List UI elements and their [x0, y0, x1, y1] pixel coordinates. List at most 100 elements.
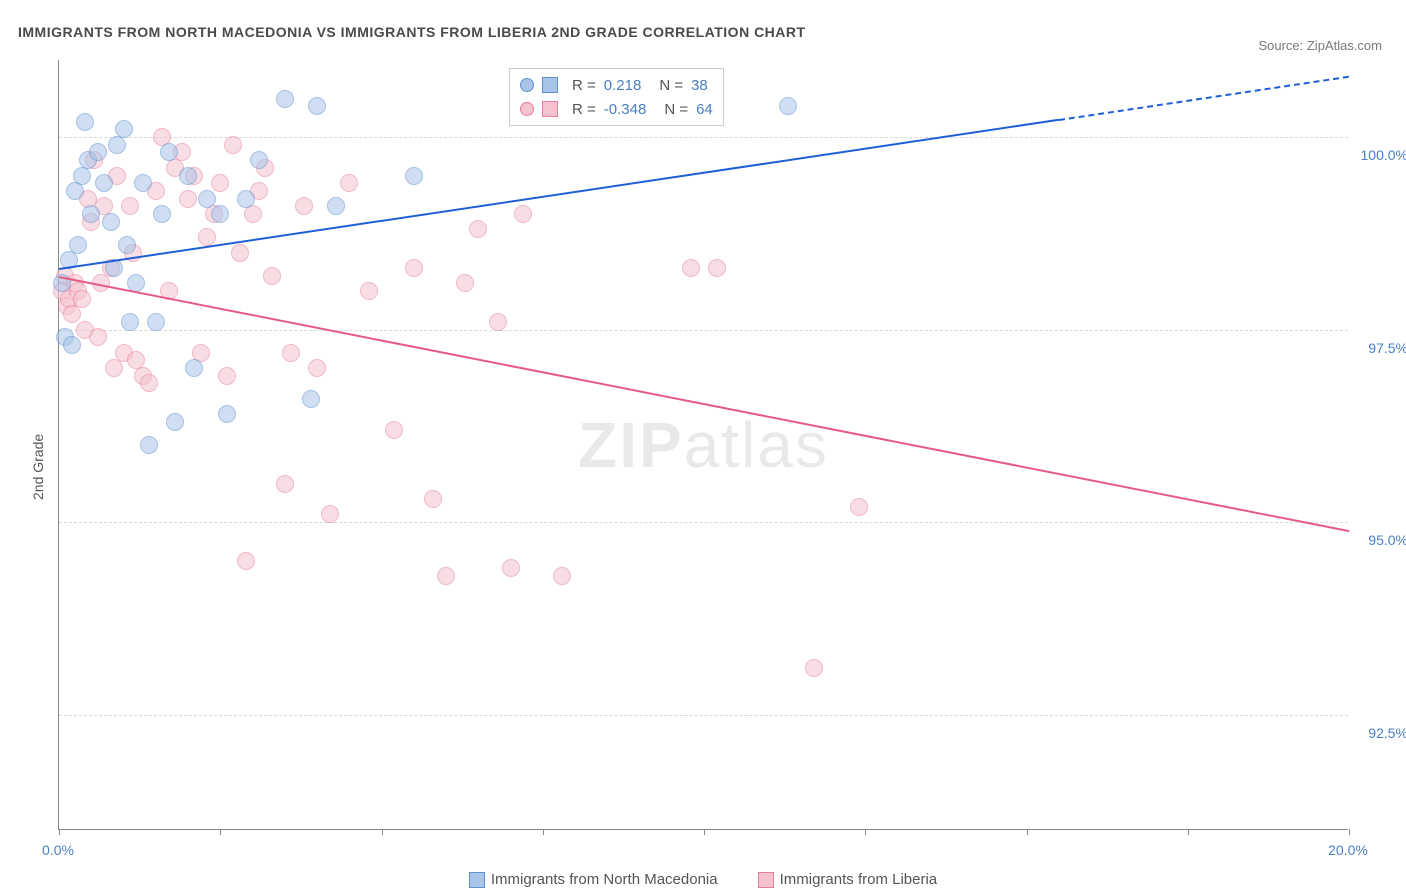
y-tick-label: 100.0%	[1361, 147, 1406, 163]
scatter-point-a	[166, 413, 184, 431]
swatch-b-icon	[758, 872, 774, 888]
gridline	[59, 137, 1348, 138]
watermark-bold: ZIP	[578, 409, 684, 481]
legend-row: R = -0.348 N = 64	[520, 97, 713, 121]
x-tick	[543, 829, 544, 835]
scatter-point-a	[179, 167, 197, 185]
scatter-point-b	[105, 359, 123, 377]
scatter-point-a	[250, 151, 268, 169]
n-value: 38	[691, 77, 708, 94]
scatter-point-b	[682, 259, 700, 277]
n-label: N =	[664, 101, 688, 118]
scatter-point-b	[308, 359, 326, 377]
x-tick-label: 0.0%	[42, 842, 74, 858]
scatter-point-a	[198, 190, 216, 208]
legend-dot-icon	[520, 102, 534, 116]
scatter-point-b	[340, 174, 358, 192]
scatter-point-a	[779, 97, 797, 115]
scatter-point-b	[489, 313, 507, 331]
watermark: ZIPatlas	[578, 408, 829, 482]
correlation-legend: R = 0.218 N = 38R = -0.348 N = 64	[509, 68, 724, 126]
scatter-point-b	[553, 567, 571, 585]
y-tick-label: 92.5%	[1368, 725, 1406, 741]
scatter-point-a	[115, 120, 133, 138]
scatter-point-b	[237, 552, 255, 570]
scatter-point-a	[185, 359, 203, 377]
source-attribution: Source: ZipAtlas.com	[1258, 38, 1382, 53]
x-tick	[1188, 829, 1189, 835]
scatter-point-b	[179, 190, 197, 208]
x-tick	[382, 829, 383, 835]
x-tick	[865, 829, 866, 835]
scatter-point-b	[456, 274, 474, 292]
scatter-point-a	[66, 182, 84, 200]
scatter-point-b	[385, 421, 403, 439]
scatter-point-b	[424, 490, 442, 508]
scatter-point-b	[295, 197, 313, 215]
scatter-point-b	[282, 344, 300, 362]
gridline	[59, 715, 1348, 716]
scatter-point-a	[76, 113, 94, 131]
scatter-point-a	[89, 143, 107, 161]
scatter-point-b	[218, 367, 236, 385]
scatter-point-a	[118, 236, 136, 254]
legend-dot-icon	[520, 78, 534, 92]
scatter-point-a	[160, 143, 178, 161]
scatter-point-a	[237, 190, 255, 208]
y-tick-label: 97.5%	[1368, 340, 1406, 356]
y-tick-label: 95.0%	[1368, 532, 1406, 548]
legend-row: R = 0.218 N = 38	[520, 73, 713, 97]
scatter-point-b	[198, 228, 216, 246]
source-prefix: Source:	[1258, 38, 1306, 53]
x-tick	[220, 829, 221, 835]
scatter-point-a	[140, 436, 158, 454]
scatter-point-a	[211, 205, 229, 223]
scatter-point-a	[69, 236, 87, 254]
scatter-point-b	[708, 259, 726, 277]
scatter-point-a	[147, 313, 165, 331]
x-tick	[1349, 829, 1350, 835]
scatter-point-a	[63, 336, 81, 354]
scatter-point-b	[73, 290, 91, 308]
r-value: -0.348	[604, 101, 647, 118]
scatter-point-a	[308, 97, 326, 115]
scatter-point-a	[82, 205, 100, 223]
y-axis-label: 2nd Grade	[30, 434, 46, 500]
scatter-point-a	[302, 390, 320, 408]
trendline-b	[59, 276, 1349, 532]
source-link[interactable]: ZipAtlas.com	[1307, 38, 1382, 53]
scatter-point-b	[502, 559, 520, 577]
scatter-point-b	[121, 197, 139, 215]
scatter-point-b	[263, 267, 281, 285]
scatter-point-a	[121, 313, 139, 331]
scatter-point-b	[360, 282, 378, 300]
n-value: 64	[696, 101, 713, 118]
scatter-point-a	[405, 167, 423, 185]
scatter-point-a	[276, 90, 294, 108]
scatter-point-a	[153, 205, 171, 223]
r-label: R =	[572, 101, 596, 118]
scatter-point-b	[469, 220, 487, 238]
scatter-point-a	[327, 197, 345, 215]
swatch-a-icon	[469, 872, 485, 888]
scatter-point-b	[224, 136, 242, 154]
gridline	[59, 522, 1348, 523]
legend-swatch-icon	[542, 77, 558, 93]
chart-title: IMMIGRANTS FROM NORTH MACEDONIA VS IMMIG…	[18, 24, 806, 40]
legend-item-b: Immigrants from Liberia	[758, 871, 938, 888]
scatter-point-b	[63, 305, 81, 323]
scatter-point-b	[805, 659, 823, 677]
legend-swatch-icon	[542, 101, 558, 117]
scatter-point-a	[108, 136, 126, 154]
trendline-a-dashed	[1059, 75, 1350, 120]
plot-region: ZIPatlas R = 0.218 N = 38R = -0.348 N = …	[58, 60, 1348, 830]
scatter-point-b	[321, 505, 339, 523]
x-tick-label: 20.0%	[1328, 842, 1368, 858]
r-label: R =	[572, 77, 596, 94]
series-legend: Immigrants from North Macedonia Immigran…	[0, 871, 1406, 888]
legend-item-a: Immigrants from North Macedonia	[469, 871, 718, 888]
gridline	[59, 330, 1348, 331]
legend-label-a: Immigrants from North Macedonia	[491, 871, 718, 888]
x-tick	[59, 829, 60, 835]
scatter-point-b	[405, 259, 423, 277]
